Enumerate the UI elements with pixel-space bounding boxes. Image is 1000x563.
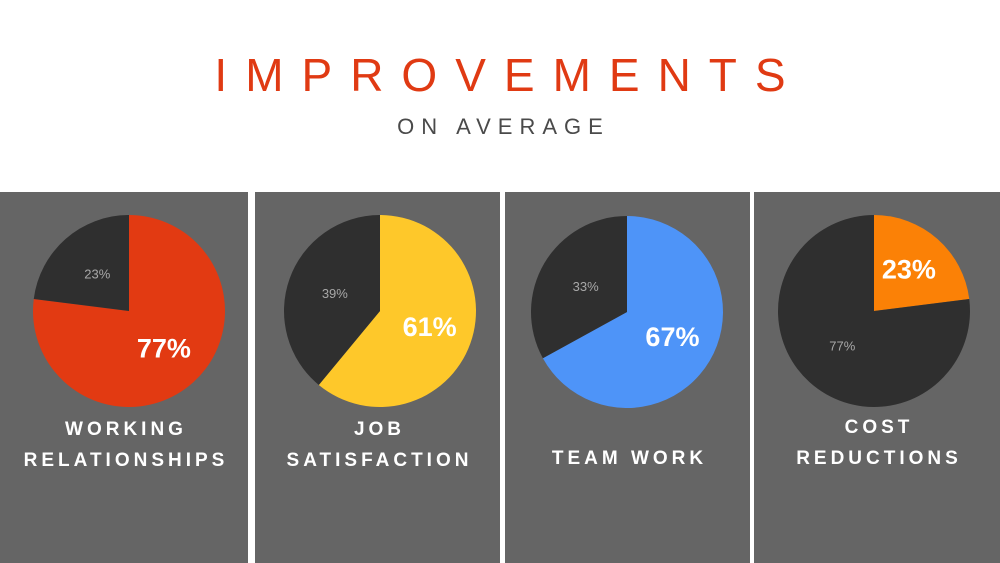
panel-team-work: 67% 33% TEAM WORK bbox=[505, 192, 750, 563]
chart-label: WORKING RELATIONSHIPS bbox=[0, 414, 248, 476]
pie-chart-cost-reductions: 23% 77% bbox=[778, 215, 970, 407]
pie-slice-remainder bbox=[531, 216, 627, 359]
panel-cost-reductions: 23% 77% COST REDUCTIONS bbox=[754, 192, 1000, 563]
chart-label-line-1: TEAM WORK bbox=[551, 448, 708, 469]
chart-label-line-2: SATISFACTION bbox=[286, 450, 473, 471]
chart-label-line-2: RELATIONSHIPS bbox=[23, 450, 229, 471]
panel-job-satisfaction: 61% 39% JOB SATISFACTION bbox=[255, 192, 500, 563]
pie-slice-remainder bbox=[778, 215, 970, 407]
pie-slice-highlight bbox=[318, 215, 476, 407]
pie-slice-remainder bbox=[33, 215, 129, 311]
pie-label-highlight: 67% bbox=[645, 322, 699, 352]
pie-label-remainder: 33% bbox=[573, 279, 599, 294]
chart-label: TEAM WORK bbox=[505, 443, 750, 474]
pie-label-highlight: 23% bbox=[882, 255, 936, 285]
panel-working-relationships: 77% 23% WORKING RELATIONSHIPS bbox=[0, 192, 248, 563]
chart-label-line-1: COST bbox=[844, 417, 914, 438]
pie-chart-team-work: 67% 33% bbox=[531, 216, 723, 408]
pie-label-remainder: 77% bbox=[829, 338, 855, 353]
chart-label-line-2: REDUCTIONS bbox=[796, 448, 962, 469]
chart-label-line-1: WORKING bbox=[65, 419, 187, 440]
pie-slice-remainder bbox=[284, 215, 380, 385]
chart-label: JOB SATISFACTION bbox=[255, 414, 500, 476]
pie-slice-highlight bbox=[874, 215, 970, 311]
pie-slice-highlight bbox=[542, 216, 723, 408]
chart-label-line-1: JOB bbox=[353, 419, 406, 440]
chart-label: COST REDUCTIONS bbox=[754, 412, 1000, 474]
page-subtitle: ON AVERAGE bbox=[397, 114, 610, 139]
page-title: IMPROVEMENTS bbox=[214, 49, 804, 101]
pie-chart-job-satisfaction: 61% 39% bbox=[284, 215, 476, 407]
pie-label-highlight: 77% bbox=[137, 334, 191, 364]
pie-label-remainder: 23% bbox=[84, 266, 110, 281]
pie-chart-working-relationships: 77% 23% bbox=[32, 215, 226, 407]
pie-label-highlight: 61% bbox=[403, 312, 457, 342]
pie-label-remainder: 39% bbox=[322, 286, 348, 301]
